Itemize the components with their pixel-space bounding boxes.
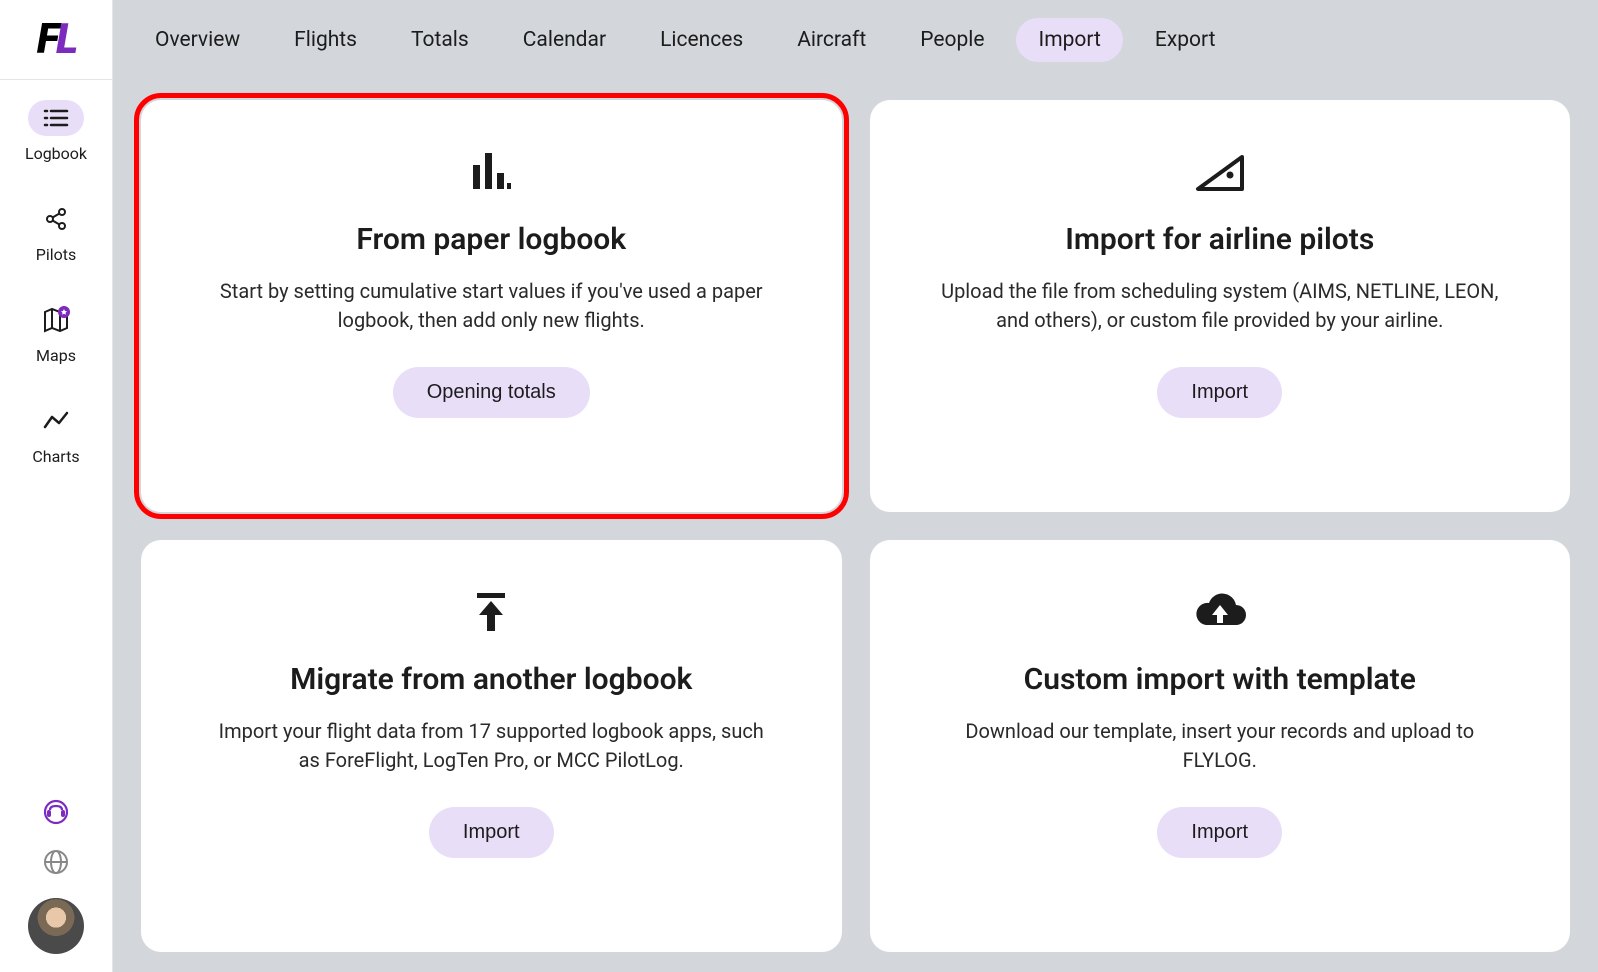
tab-calendar[interactable]: Calendar (501, 18, 628, 62)
bar-chart-icon (469, 148, 513, 198)
import-button[interactable]: Import (1157, 807, 1282, 858)
logo[interactable]: FL (0, 0, 112, 80)
card-title: Import for airline pilots (1065, 222, 1374, 257)
main-area: Overview Flights Totals Calendar Licence… (113, 0, 1598, 972)
sidebar-item-label: Pilots (36, 245, 77, 264)
tab-flights[interactable]: Flights (272, 18, 379, 62)
globe-icon[interactable] (42, 848, 70, 876)
upload-arrow-icon (471, 588, 511, 638)
import-button[interactable]: Import (1157, 367, 1282, 418)
opening-totals-button[interactable]: Opening totals (393, 367, 590, 418)
card-title: From paper logbook (356, 222, 626, 257)
cloud-upload-icon (1192, 588, 1248, 638)
top-nav: Overview Flights Totals Calendar Licence… (113, 0, 1598, 80)
sidebar: FL Logbook Pilots Maps (0, 0, 113, 972)
share-icon (28, 201, 84, 237)
card-desc: Download our template, insert your recor… (940, 717, 1500, 775)
sidebar-item-maps[interactable]: Maps (28, 302, 84, 365)
sidebar-item-pilots[interactable]: Pilots (28, 201, 84, 264)
logo-letter-f: F (37, 15, 56, 64)
card-migrate-logbook: Migrate from another logbook Import your… (141, 540, 842, 952)
sidebar-item-charts[interactable]: Charts (28, 403, 84, 466)
sidebar-bottom (28, 798, 84, 972)
card-custom-template: Custom import with template Download our… (870, 540, 1571, 952)
map-icon (28, 302, 84, 338)
card-desc: Upload the file from scheduling system (… (940, 277, 1500, 335)
import-button[interactable]: Import (429, 807, 554, 858)
app-root: FL Logbook Pilots Maps (0, 0, 1598, 972)
avatar[interactable] (28, 898, 84, 954)
chart-line-icon (28, 403, 84, 439)
card-desc: Import your flight data from 17 supporte… (211, 717, 771, 775)
tab-export[interactable]: Export (1133, 18, 1238, 62)
card-title: Custom import with template (1024, 662, 1416, 697)
support-icon[interactable] (42, 798, 70, 826)
content-grid: From paper logbook Start by setting cumu… (113, 80, 1598, 972)
sidebar-item-label: Logbook (25, 144, 87, 163)
list-icon (28, 100, 84, 136)
tab-totals[interactable]: Totals (389, 18, 491, 62)
tab-import[interactable]: Import (1016, 18, 1122, 62)
card-paper-logbook: From paper logbook Start by setting cumu… (141, 100, 842, 512)
card-desc: Start by setting cumulative start values… (211, 277, 771, 335)
logo-letter-l: L (56, 15, 75, 64)
tab-aircraft[interactable]: Aircraft (775, 18, 888, 62)
tab-people[interactable]: People (898, 18, 1006, 62)
sidebar-nav: Logbook Pilots Maps Charts (0, 80, 112, 798)
tab-overview[interactable]: Overview (133, 18, 262, 62)
sidebar-item-label: Maps (36, 346, 76, 365)
card-title: Migrate from another logbook (290, 662, 692, 697)
card-airline-import: Import for airline pilots Upload the fil… (870, 100, 1571, 512)
tail-fin-icon (1192, 148, 1248, 198)
tab-licences[interactable]: Licences (638, 18, 765, 62)
sidebar-item-label: Charts (32, 447, 79, 466)
sidebar-item-logbook[interactable]: Logbook (25, 100, 87, 163)
